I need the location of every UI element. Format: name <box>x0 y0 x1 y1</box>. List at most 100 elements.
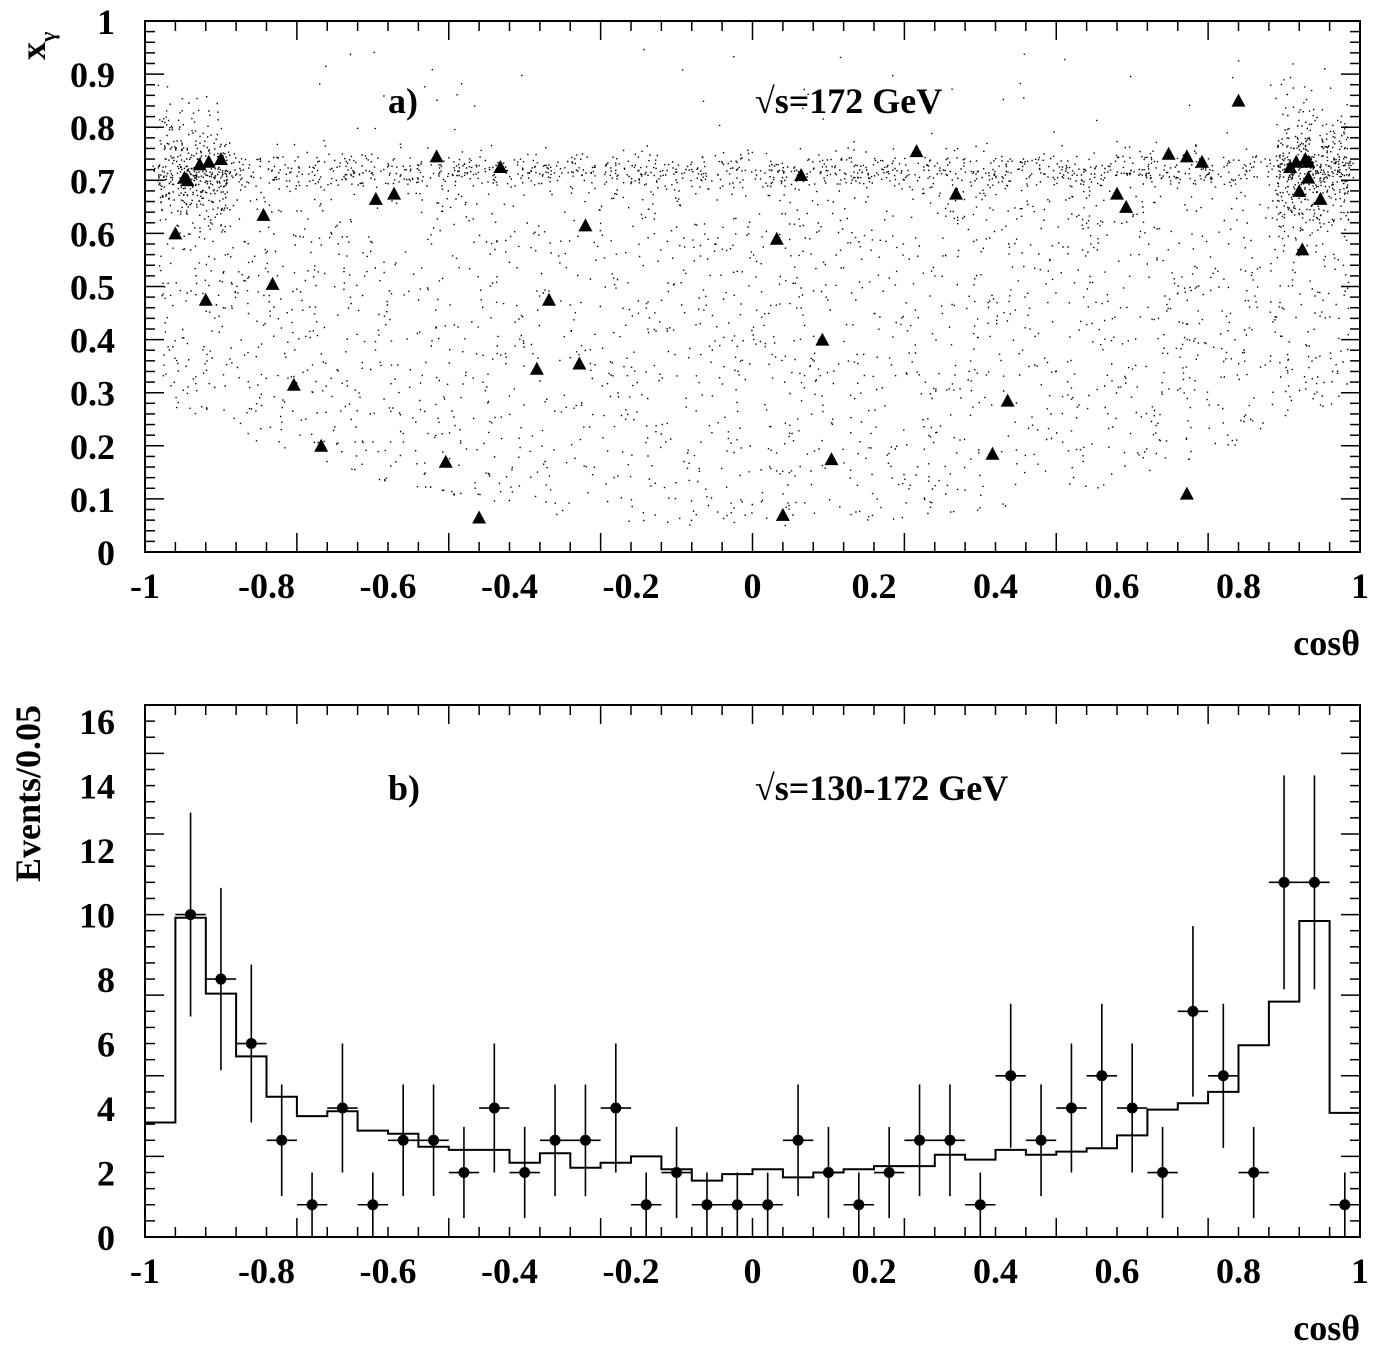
data-triangle <box>824 452 839 466</box>
data-triangle <box>286 377 301 391</box>
data-point <box>1299 775 1330 990</box>
data-triangle <box>909 144 924 158</box>
data-triangle <box>1195 154 1210 168</box>
data-marker <box>610 1102 622 1114</box>
panel-b-x-tick-label: 1 <box>1351 1251 1369 1291</box>
data-point <box>418 1084 449 1197</box>
data-point <box>570 1084 601 1197</box>
data-triangle <box>1000 393 1015 407</box>
data-triangle <box>1179 486 1194 500</box>
data-marker <box>1065 1102 1077 1114</box>
data-point <box>752 1172 783 1237</box>
data-marker <box>1096 1070 1108 1082</box>
data-triangle <box>168 226 183 240</box>
panel-a-y-axis-label-main: x <box>13 42 53 60</box>
data-point <box>1147 1126 1178 1219</box>
data-triangle <box>1179 149 1194 163</box>
panel-a-x-tick-label: -0.6 <box>360 566 417 606</box>
data-marker <box>731 1199 743 1211</box>
data-marker <box>640 1199 652 1211</box>
data-triangle <box>985 446 1000 460</box>
data-triangle <box>572 356 587 370</box>
data-point <box>631 1172 662 1237</box>
data-triangle <box>213 152 228 166</box>
panel-a-x-tick-label: 0.2 <box>852 566 897 606</box>
data-point <box>1238 1126 1269 1219</box>
panel-b-y-tick-label: 0 <box>97 1218 115 1258</box>
panel-b-y-tick-label: 6 <box>97 1025 115 1065</box>
data-marker <box>1278 876 1290 888</box>
panel-b-y-tick-label: 16 <box>79 702 115 742</box>
panel-a-y-tick-label: 0.1 <box>70 480 115 520</box>
data-triangle <box>1301 154 1316 168</box>
panel-a-label: a) <box>388 81 418 121</box>
data-point <box>904 1084 935 1197</box>
data-triangle <box>201 154 216 168</box>
data-marker <box>1248 1167 1260 1179</box>
data-point <box>661 1126 692 1219</box>
data-triangle <box>429 149 444 163</box>
panel-b-x-tick-label: -0.8 <box>238 1251 295 1291</box>
data-point <box>722 1172 753 1237</box>
data-marker <box>549 1134 561 1146</box>
data-marker <box>185 909 197 921</box>
data-point <box>813 1126 844 1219</box>
panel-b-x-tick-label: 0.2 <box>852 1251 897 1291</box>
data-triangle <box>1110 186 1124 200</box>
data-point <box>479 1043 510 1173</box>
panel-b-x-tick-label: 0 <box>744 1251 762 1291</box>
panel-a-x-axis-label: cosθ <box>1293 623 1360 663</box>
data-marker <box>1308 876 1320 888</box>
panel-a-y-tick-label: 0.9 <box>70 55 115 95</box>
data-triangle <box>949 186 964 200</box>
simulation-dot-field <box>152 48 1354 527</box>
panel-a-y-axis-label-sub: γ <box>35 32 60 43</box>
data-point <box>965 1172 996 1237</box>
data-point <box>388 1084 419 1197</box>
data-marker <box>397 1134 409 1146</box>
panel-a-y-tick-label: 1 <box>97 2 115 42</box>
data-triangle <box>794 167 809 181</box>
panel-a-x-tick-label: 0.4 <box>973 566 1018 606</box>
data-point <box>1086 1003 1117 1148</box>
data-triangle <box>472 510 487 524</box>
panel-b-y-tick-label: 10 <box>79 896 115 936</box>
data-marker <box>1217 1070 1229 1082</box>
data-triangle <box>1231 93 1246 107</box>
data-point <box>691 1172 723 1237</box>
panel-b-x-tick-label: -1 <box>130 1251 160 1291</box>
data-triangle <box>529 361 544 375</box>
data-point <box>296 1172 328 1237</box>
data-marker <box>1035 1134 1047 1146</box>
data-marker <box>822 1167 834 1179</box>
panel-a-x-tick-label: 1 <box>1351 566 1369 606</box>
data-triangle <box>438 454 453 468</box>
data-marker <box>458 1167 470 1179</box>
data-triangle <box>256 207 271 221</box>
data-marker <box>1126 1102 1138 1114</box>
data-triangle <box>1292 183 1307 197</box>
data-marker <box>883 1167 895 1179</box>
data-triangle <box>541 292 556 306</box>
data-marker <box>974 1199 986 1211</box>
panel-b-y-axis-label: Events/0.05 <box>8 705 48 882</box>
data-point <box>843 1172 874 1237</box>
panel-b-x-tick-label: -0.6 <box>360 1251 417 1291</box>
data-point <box>448 1126 480 1219</box>
data-marker <box>671 1167 683 1179</box>
data-point <box>1117 1043 1148 1173</box>
data-triangle <box>368 191 383 205</box>
panel-a-y-tick-label: 0 <box>97 533 115 573</box>
panel-b-annotation: √s=130-172 GeV <box>755 768 1008 808</box>
panel-b-frame <box>144 704 1361 1238</box>
data-triangle <box>314 438 329 452</box>
panel-b-y-tick-label: 8 <box>97 960 115 1000</box>
model-histogram-line <box>145 916 1360 1182</box>
data-marker <box>336 1102 348 1114</box>
data-triangle <box>265 276 280 290</box>
data-marker <box>245 1038 257 1050</box>
panel-b-x-tick-label: 0.8 <box>1216 1251 1261 1291</box>
data-marker <box>762 1199 774 1211</box>
panel-a-y-tick-label: 0.8 <box>70 108 115 148</box>
